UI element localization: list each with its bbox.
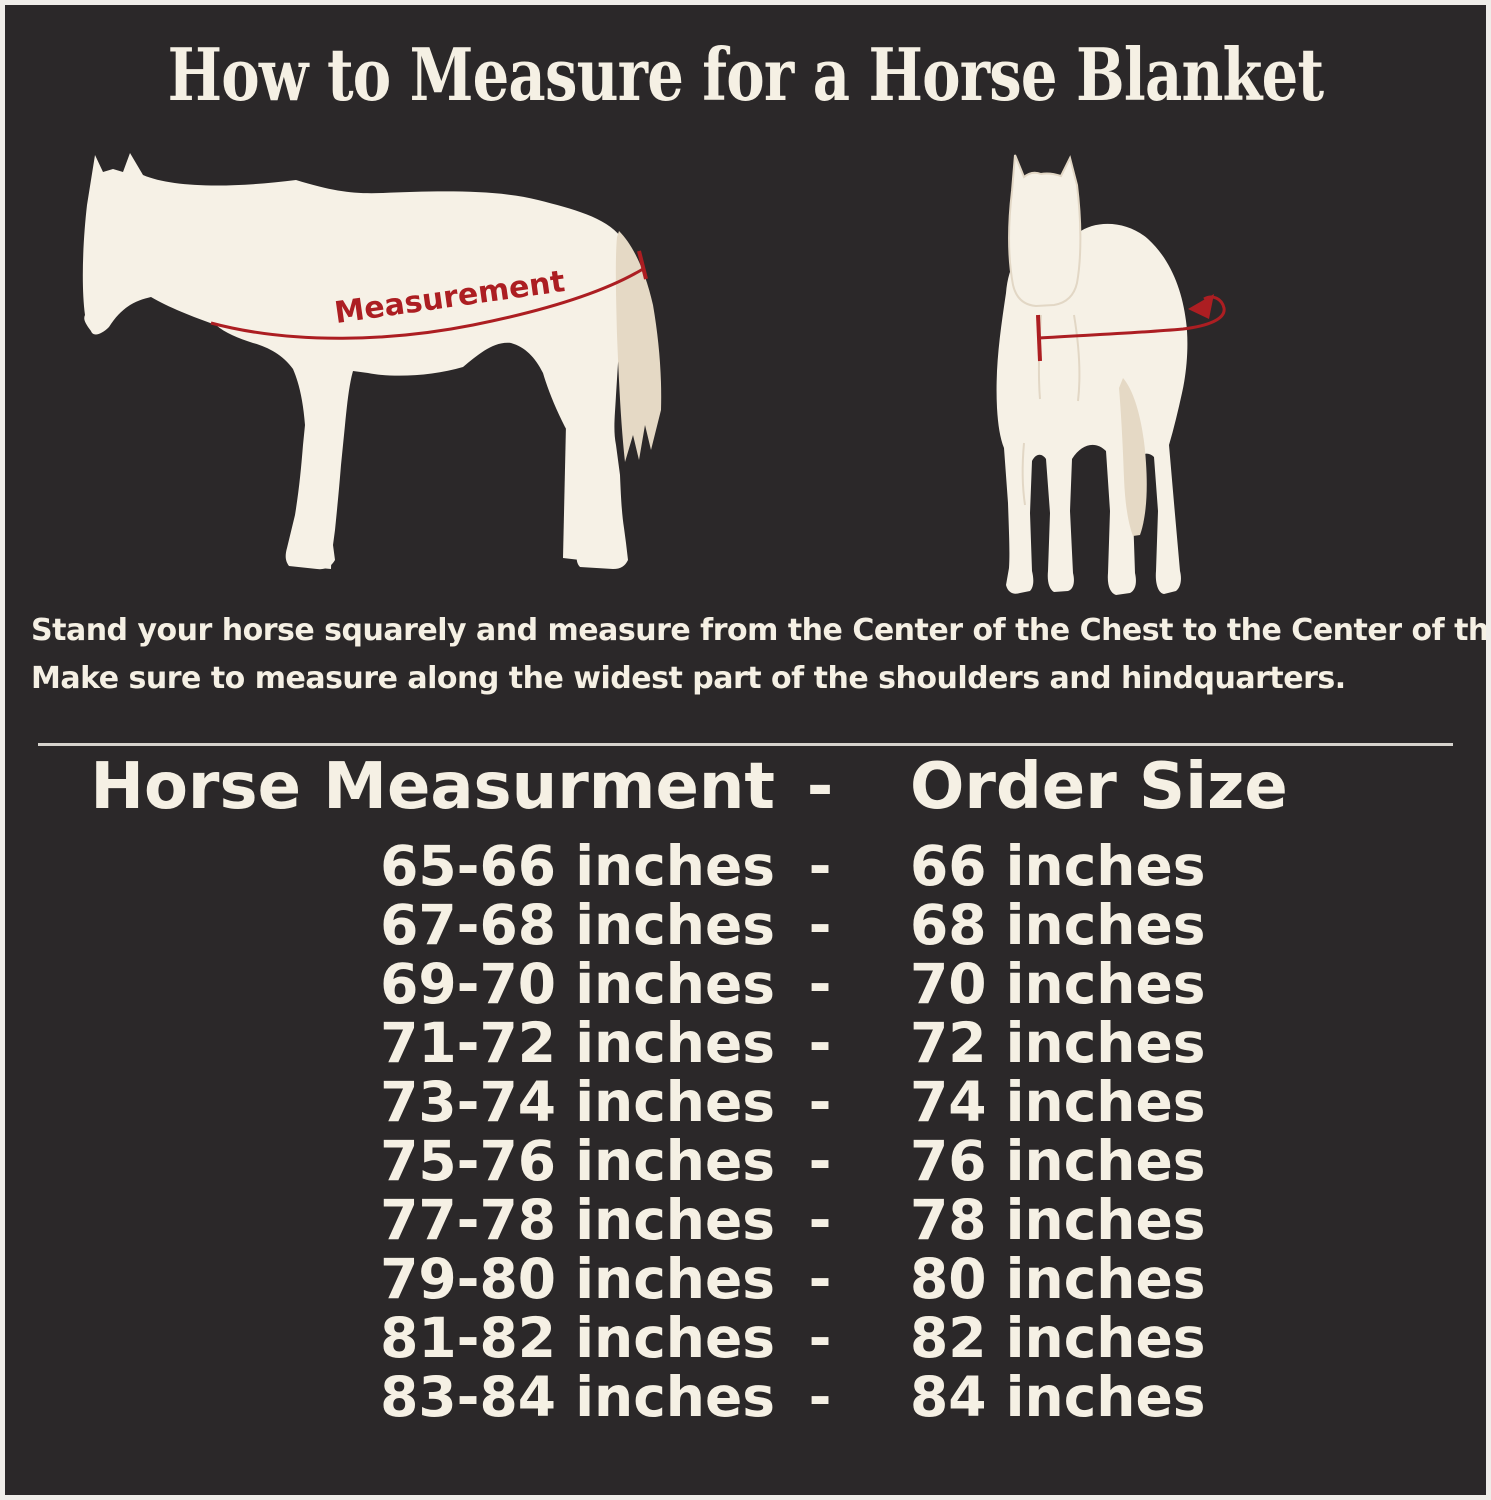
separator-cell: - (808, 1247, 832, 1311)
order-size-cell: 84 inches (910, 1365, 1206, 1429)
measurement-cell: 65-66 inches (380, 834, 775, 898)
separator-cell: - (808, 1306, 832, 1370)
horse-side-view-illustration: Measurement (82, 153, 662, 570)
horse-front-tail (1119, 378, 1147, 536)
separator-cell: - (808, 1365, 832, 1429)
size-table: Horse Measurment - Order Size 65-66 inch… (5, 751, 1486, 1427)
separator-cell: - (808, 1129, 832, 1193)
measurement-cell: 83-84 inches (380, 1365, 775, 1429)
table-row: 71-72 inches - 72 inches (5, 1014, 1486, 1073)
order-size-cell: 78 inches (910, 1188, 1206, 1252)
separator-cell: - (808, 1070, 832, 1134)
instructions: Stand your horse squarely and measure fr… (31, 607, 1491, 703)
table-row: 67-68 inches - 68 inches (5, 896, 1486, 955)
table-row: 65-66 inches - 66 inches (5, 837, 1486, 896)
separator-cell: - (808, 1011, 832, 1075)
header-order-size: Order Size (910, 750, 1288, 824)
measurement-cell: 81-82 inches (380, 1306, 775, 1370)
table-header-row: Horse Measurment - Order Size (5, 751, 1486, 823)
order-size-cell: 68 inches (910, 893, 1206, 957)
table-row: 77-78 inches - 78 inches (5, 1191, 1486, 1250)
order-size-cell: 82 inches (910, 1306, 1206, 1370)
separator-cell: - (808, 834, 832, 898)
measurement-cell: 73-74 inches (380, 1070, 775, 1134)
order-size-cell: 70 inches (910, 952, 1206, 1016)
table-body: 65-66 inches - 66 inches 67-68 inches - … (5, 837, 1486, 1427)
measurement-cell: 69-70 inches (380, 952, 775, 1016)
horse-front-head (1008, 154, 1082, 308)
header-horse-measurement: Horse Measurment (90, 750, 775, 824)
measurement-cell: 77-78 inches (380, 1188, 775, 1252)
order-size-cell: 80 inches (910, 1247, 1206, 1311)
instructions-line-1: Stand your horse squarely and measure fr… (31, 613, 1491, 648)
table-row: 79-80 inches - 80 inches (5, 1250, 1486, 1309)
horse-body-silhouette (82, 153, 632, 570)
order-size-cell: 74 inches (910, 1070, 1206, 1134)
table-row: 81-82 inches - 82 inches (5, 1309, 1486, 1368)
instructions-line-2: Make sure to measure along the widest pa… (31, 661, 1346, 696)
order-size-cell: 66 inches (910, 834, 1206, 898)
divider-line (38, 743, 1453, 746)
table-row: 69-70 inches - 70 inches (5, 955, 1486, 1014)
separator-cell: - (808, 952, 832, 1016)
page-title: How to Measure for a Horse Blanket (167, 32, 1324, 117)
header-separator: - (806, 750, 834, 824)
order-size-cell: 72 inches (910, 1011, 1206, 1075)
measurement-cell: 75-76 inches (380, 1129, 775, 1193)
measure-wrap-arrow-icon (1036, 294, 1226, 362)
separator-cell: - (808, 1188, 832, 1252)
table-row: 73-74 inches - 74 inches (5, 1073, 1486, 1132)
measurement-cell: 79-80 inches (380, 1247, 775, 1311)
horse-tail (615, 231, 662, 462)
measurement-tick (637, 250, 648, 280)
measurement-line (210, 267, 644, 340)
separator-cell: - (808, 893, 832, 957)
measurement-cell: 67-68 inches (380, 893, 775, 957)
order-size-cell: 76 inches (910, 1129, 1206, 1193)
table-row: 75-76 inches - 76 inches (5, 1132, 1486, 1191)
horse-front-body (996, 223, 1188, 595)
table-row: 83-84 inches - 84 inches (5, 1368, 1486, 1427)
measurement-cell: 71-72 inches (380, 1011, 775, 1075)
horse-front-view-illustration (996, 154, 1226, 595)
